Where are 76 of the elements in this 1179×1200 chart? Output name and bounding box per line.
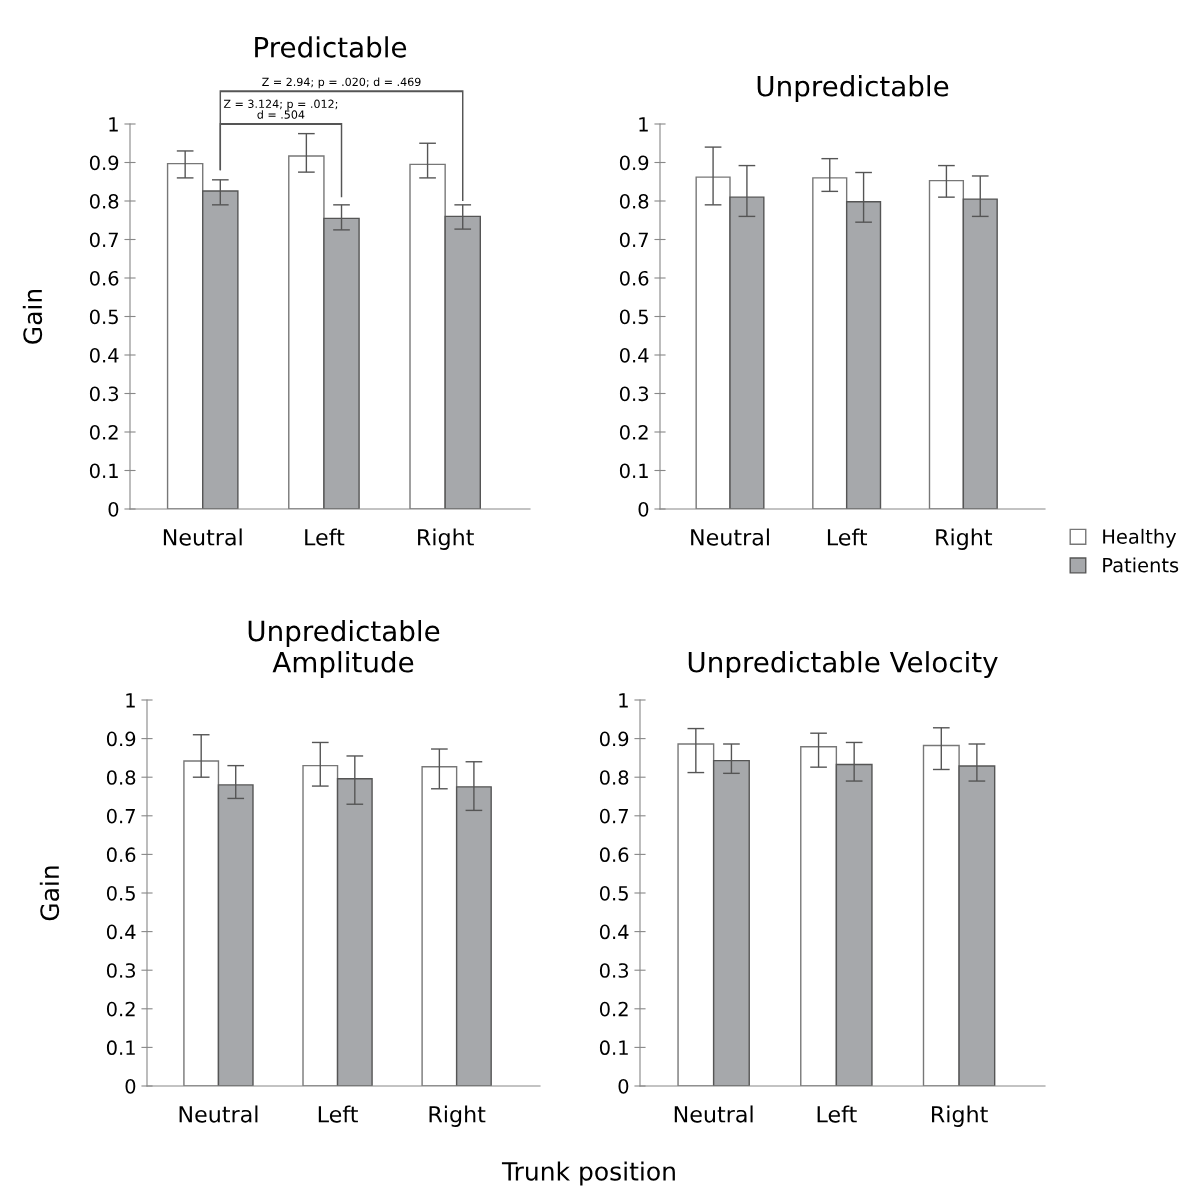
- y-tick-label: 0.9: [599, 731, 629, 747]
- x-tick-label: Neutral: [179, 1105, 258, 1123]
- y-tick-label: 0.4: [89, 347, 119, 363]
- x-tick-label: Right: [936, 528, 993, 550]
- x-tick-label: Neutral: [163, 528, 242, 546]
- x-tick-label: Right: [932, 1105, 988, 1127]
- bar: [677, 743, 715, 1086]
- y-tick-label: 0.5: [106, 885, 135, 901]
- x-tick-label: Right: [429, 1105, 486, 1127]
- y-tick-label: 0.3: [619, 386, 649, 402]
- y-tick-label: 0.8: [599, 770, 629, 785]
- legend-label: Healthy: [1103, 528, 1177, 548]
- bar: [695, 176, 731, 509]
- bar: [288, 155, 325, 509]
- y-tick-label: 0.6: [106, 847, 136, 863]
- x-tick-label: Left: [305, 528, 345, 546]
- y-tick-label: 0.3: [89, 386, 119, 402]
- chart-title: Unpredictable: [757, 75, 949, 102]
- text: Z = 3.124; p = .012; d = .504: [223, 99, 338, 119]
- y-tick-label: 0.6: [619, 270, 649, 286]
- y-tick-label: 0: [618, 1078, 629, 1094]
- x-tick-label: Neutral: [674, 1105, 753, 1123]
- y-tick-label: 0.4: [106, 924, 136, 940]
- y-tick-label: 0.7: [599, 808, 628, 824]
- y-tick-label: 1: [126, 693, 135, 708]
- y-tick-label: 0.5: [89, 309, 118, 325]
- x-tick-label: Left: [827, 528, 868, 546]
- x-axis-title: Trunk position: [501, 1161, 675, 1186]
- chart-title: Unpredictable Amplitude: [248, 620, 440, 678]
- y-tick-label: 0.7: [89, 232, 118, 248]
- chart-title: Predictable: [255, 36, 407, 58]
- y-tick-label: 0: [638, 501, 649, 517]
- chart-title: Unpredictable Velocity: [688, 651, 998, 678]
- y-tick-label: 0.9: [106, 731, 136, 747]
- y-tick-label: 0.1: [106, 1040, 135, 1056]
- y-tick-label: 1: [639, 117, 648, 132]
- y-tick-label: 0.2: [89, 424, 118, 440]
- bar: [928, 179, 965, 509]
- y-tick-label: 0: [125, 1078, 136, 1094]
- x-tick-label: Right: [418, 528, 474, 550]
- y-tick-label: 0.8: [619, 193, 649, 209]
- y-tick-label: 0.3: [599, 963, 629, 978]
- y-tick-label: 0.1: [619, 463, 648, 479]
- bar: [800, 746, 838, 1086]
- bar: [409, 163, 446, 509]
- bar: [922, 744, 960, 1086]
- y-tick-label: 1: [109, 117, 118, 132]
- y-tick-label: 0.5: [619, 309, 648, 325]
- bar: [812, 177, 848, 509]
- y-tick-label: 1: [619, 693, 628, 708]
- text: Z = 2.94; p = .020; d = .469: [262, 77, 421, 89]
- y-tick-label: 0.2: [599, 1001, 628, 1017]
- y-tick-label: 0.1: [89, 463, 118, 479]
- y-tick-label: 0.4: [619, 347, 649, 363]
- y-tick-label: 0.7: [619, 232, 648, 248]
- x-tick-label: Neutral: [691, 528, 769, 546]
- y-tick-label: 0: [108, 501, 119, 517]
- y-tick-label: 0.9: [89, 155, 119, 171]
- y-tick-label: 0.6: [89, 270, 119, 286]
- y-tick-label: 0.4: [599, 924, 629, 940]
- y-tick-label: 0.8: [89, 193, 119, 209]
- y-tick-label: 0.2: [106, 1001, 135, 1017]
- x-tick-label: Left: [318, 1105, 358, 1123]
- y-axis-title: Gain: [39, 866, 60, 921]
- y-tick-label: 0.2: [619, 424, 648, 440]
- y-axis-title: Gain: [22, 289, 43, 344]
- y-tick-label: 0.7: [106, 808, 135, 824]
- x-tick-label: Left: [817, 1105, 857, 1123]
- y-tick-label: 0.1: [599, 1040, 628, 1056]
- y-tick-label: 0.5: [599, 885, 628, 901]
- y-tick-label: 0.8: [106, 770, 136, 785]
- legend-label: Patients: [1103, 557, 1179, 573]
- y-tick-label: 0.6: [599, 847, 629, 863]
- bar: [166, 162, 204, 509]
- y-tick-label: 0.9: [619, 155, 649, 171]
- y-tick-label: 0.3: [106, 963, 136, 978]
